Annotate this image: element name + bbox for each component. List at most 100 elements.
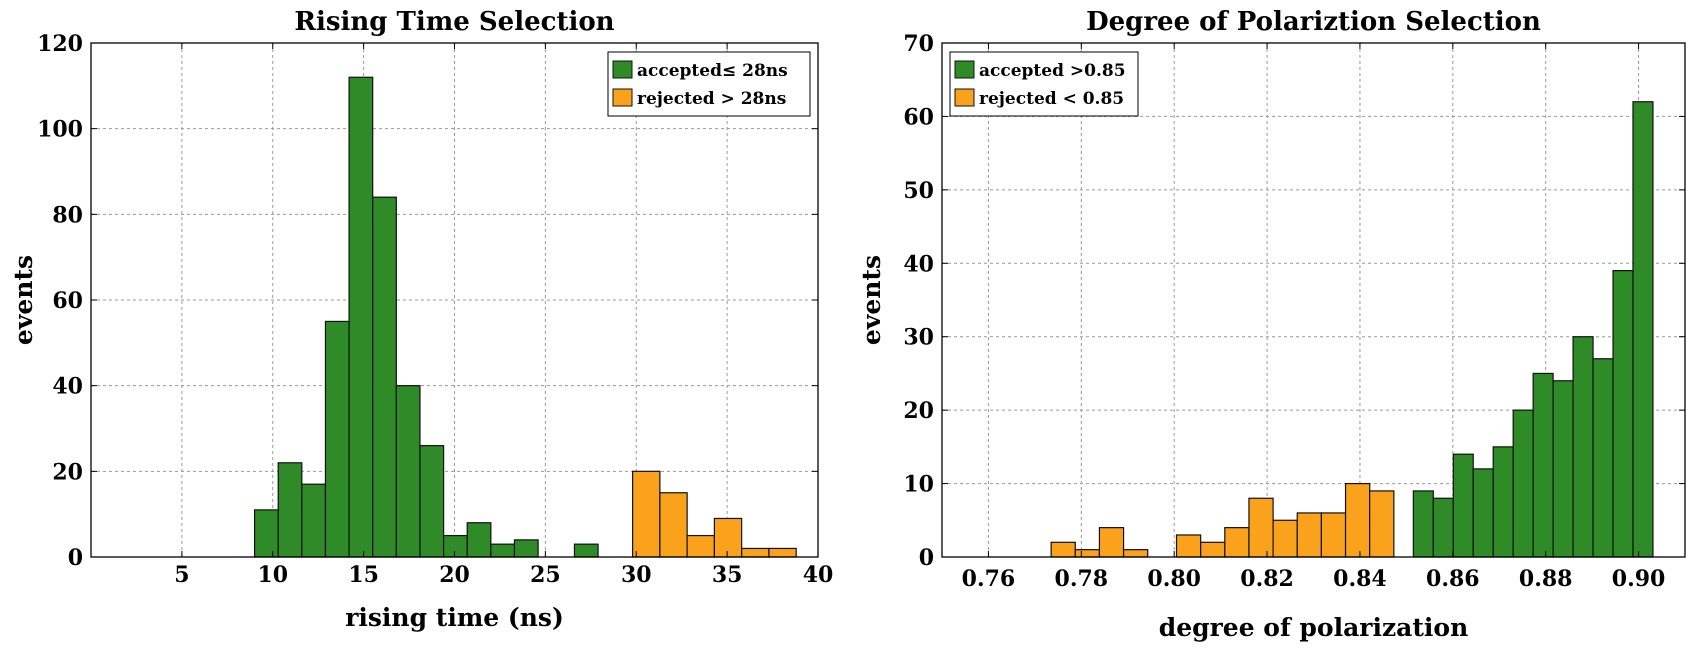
x-tick-label: 0.84 bbox=[1333, 566, 1387, 592]
accepted-bar bbox=[1592, 358, 1614, 558]
accepted-bar bbox=[1572, 336, 1594, 558]
rejected-bar bbox=[1175, 534, 1202, 558]
legend-label: accepted≤ 28ns bbox=[637, 61, 788, 81]
accepted-bar bbox=[490, 543, 516, 558]
rejected-bar bbox=[1224, 527, 1250, 558]
rejected-bar bbox=[1248, 497, 1274, 558]
legend-label: rejected < 0.85 bbox=[979, 89, 1124, 109]
accepted-bar bbox=[1612, 270, 1634, 558]
accepted-bar bbox=[277, 462, 303, 558]
accepted-bar bbox=[301, 483, 327, 558]
x-tick-label: 0.86 bbox=[1426, 566, 1480, 592]
series-rejected bbox=[632, 470, 797, 558]
x-tick-label: 35 bbox=[712, 562, 743, 588]
y-tick-label: 20 bbox=[52, 459, 83, 485]
rejected-bar bbox=[1074, 549, 1101, 558]
y-tick-label: 60 bbox=[52, 288, 83, 314]
accepted-bar bbox=[1452, 453, 1474, 558]
accepted-bar bbox=[1412, 490, 1434, 558]
rejected-bar bbox=[1344, 482, 1371, 558]
rejected-bar bbox=[686, 534, 716, 558]
rejected-bar bbox=[1098, 527, 1125, 558]
y-tick-label: 0 bbox=[68, 545, 83, 571]
x-tick-label: 15 bbox=[348, 562, 379, 588]
y-tick-label: 20 bbox=[903, 398, 934, 424]
chart-1: 5 10 15 20 25 30 35 40 0 20 40 60 80 100 120 Rising Tim… bbox=[9, 7, 833, 632]
x-tick-label: 0.88 bbox=[1519, 566, 1573, 592]
y-tick-label: 80 bbox=[52, 202, 83, 228]
y-tick-label: 40 bbox=[903, 251, 934, 277]
y-axis-label: events bbox=[9, 255, 38, 345]
x-tick-label: 25 bbox=[530, 562, 561, 588]
x-tick-label: 0.76 bbox=[962, 566, 1016, 592]
y-tick-label: 10 bbox=[903, 472, 934, 498]
x-tick-label: 30 bbox=[621, 562, 652, 588]
accepted-bar bbox=[395, 385, 421, 558]
legend-swatch bbox=[954, 60, 975, 79]
x-tick-label: 0.90 bbox=[1612, 566, 1666, 592]
y-axis-label: events bbox=[857, 255, 886, 345]
rejected-bar bbox=[1050, 541, 1076, 558]
accepted-bar bbox=[253, 509, 279, 558]
rejected-bar bbox=[1122, 549, 1149, 558]
legend-label: rejected > 28ns bbox=[637, 89, 786, 109]
accepted-bar bbox=[372, 196, 397, 558]
accepted-bar bbox=[348, 76, 374, 558]
x-axis-label: rising time (ns) bbox=[345, 603, 564, 632]
rejected-bar bbox=[768, 547, 797, 558]
legend: accepted >0.85 rejected < 0.85 bbox=[949, 51, 1139, 117]
legend-box bbox=[949, 51, 1139, 117]
x-tick-label: 0.80 bbox=[1147, 566, 1201, 592]
chart-2: 0.76 0.78 0.80 0.82 0.84 0.86 0.88 0.90 0 10 20 30 4… bbox=[857, 7, 1686, 642]
rejected-bar bbox=[1320, 512, 1347, 558]
accepted-bar bbox=[1512, 409, 1534, 558]
x-tick-label: 0.82 bbox=[1240, 566, 1294, 592]
rejected-bar bbox=[1296, 512, 1322, 558]
chart-title: Degree of Polariztion Selection bbox=[1086, 7, 1541, 37]
y-tick-label: 50 bbox=[903, 178, 934, 204]
legend-swatch bbox=[954, 88, 975, 107]
accepted-bar bbox=[1532, 372, 1554, 558]
rejected-bar bbox=[713, 517, 743, 558]
series-rejected bbox=[1050, 482, 1395, 558]
rejected-bar bbox=[1369, 490, 1395, 558]
legend-label: accepted >0.85 bbox=[979, 61, 1126, 81]
series-accepted bbox=[253, 76, 599, 558]
y-tick-label: 70 bbox=[903, 31, 934, 57]
x-tick-label: 20 bbox=[439, 562, 470, 588]
accepted-bar bbox=[442, 534, 468, 558]
x-axis-label: degree of polarization bbox=[1159, 613, 1469, 642]
accepted-bar bbox=[1472, 468, 1494, 558]
accepted-bar bbox=[573, 543, 599, 558]
x-tick-label: 0.78 bbox=[1055, 566, 1109, 592]
x-tick-label: 40 bbox=[803, 562, 834, 588]
legend-swatch bbox=[612, 88, 633, 107]
y-tick-label: 60 bbox=[903, 104, 934, 130]
y-tick-label: 40 bbox=[52, 374, 83, 400]
accepted-bar bbox=[419, 445, 445, 558]
rejected-bar bbox=[1200, 541, 1226, 558]
chart-title: Rising Time Selection bbox=[294, 7, 614, 37]
plot-frame bbox=[941, 42, 1686, 558]
y-tick-label: 30 bbox=[903, 325, 934, 351]
legend-swatch bbox=[612, 60, 633, 79]
y-tick-label: 0 bbox=[919, 545, 934, 571]
y-tick-label: 120 bbox=[37, 31, 83, 57]
x-tick-label: 10 bbox=[257, 562, 288, 588]
legend: accepted≤ 28ns rejected > 28ns bbox=[607, 51, 811, 117]
series-accepted bbox=[1412, 101, 1654, 558]
x-tick-label: 5 bbox=[174, 562, 189, 588]
accepted-bar bbox=[513, 539, 539, 558]
rejected-bar bbox=[741, 547, 770, 558]
rejected-bar bbox=[632, 470, 661, 558]
rejected-bar bbox=[1272, 519, 1298, 558]
accepted-bar bbox=[1492, 446, 1514, 558]
rejected-bar bbox=[659, 492, 688, 558]
accepted-bar bbox=[324, 320, 350, 558]
accepted-bar bbox=[1432, 497, 1454, 558]
accepted-bar bbox=[1632, 101, 1654, 558]
accepted-bar bbox=[466, 522, 492, 558]
accepted-bar bbox=[1552, 380, 1574, 558]
legend-box bbox=[607, 51, 811, 117]
